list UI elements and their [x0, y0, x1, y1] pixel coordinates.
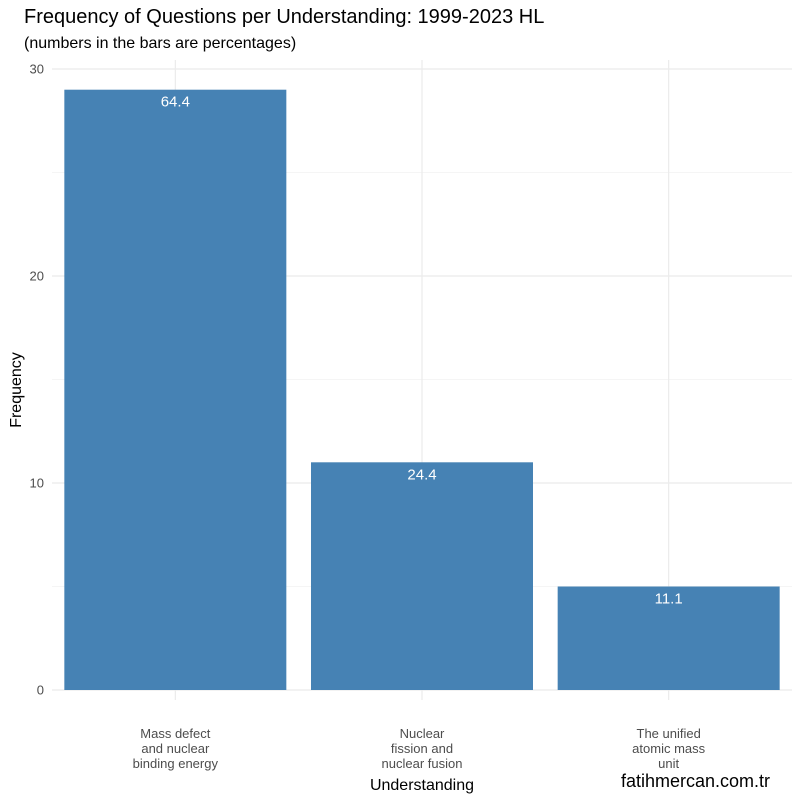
bar	[64, 89, 287, 690]
x-tick-label: The unified atomic mass unit	[632, 726, 705, 771]
bar-value-label: 11.1	[655, 591, 683, 608]
y-tick-label: 30	[30, 62, 44, 77]
chart-subtitle: (numbers in the bars are percentages)	[24, 35, 297, 52]
bars	[64, 89, 780, 690]
bar-value-label: 24.4	[407, 466, 436, 483]
bar	[311, 462, 533, 690]
y-tick-labels: 0 10 20 30	[30, 62, 44, 698]
bar-value-label: 64.4	[161, 94, 190, 111]
y-tick-label: 0	[37, 683, 44, 698]
x-tick-labels: Mass defect and nuclear binding energy Nucl…	[133, 726, 706, 771]
x-tick-label: Nuclear fission and nuclear fusion	[382, 726, 463, 771]
bar-labels: 64.4 24.4 11.1	[161, 94, 683, 608]
x-axis-title: Understanding	[370, 777, 474, 794]
watermark: fatihmercan.com.tr	[620, 771, 770, 791]
y-tick-label: 20	[30, 269, 44, 284]
y-axis-title: Frequency	[8, 352, 25, 428]
chart-title: Frequency of Questions per Understanding…	[24, 6, 545, 28]
bar	[557, 586, 780, 690]
y-tick-label: 10	[30, 476, 44, 491]
x-tick-label: Mass defect and nuclear binding energy	[133, 726, 219, 771]
